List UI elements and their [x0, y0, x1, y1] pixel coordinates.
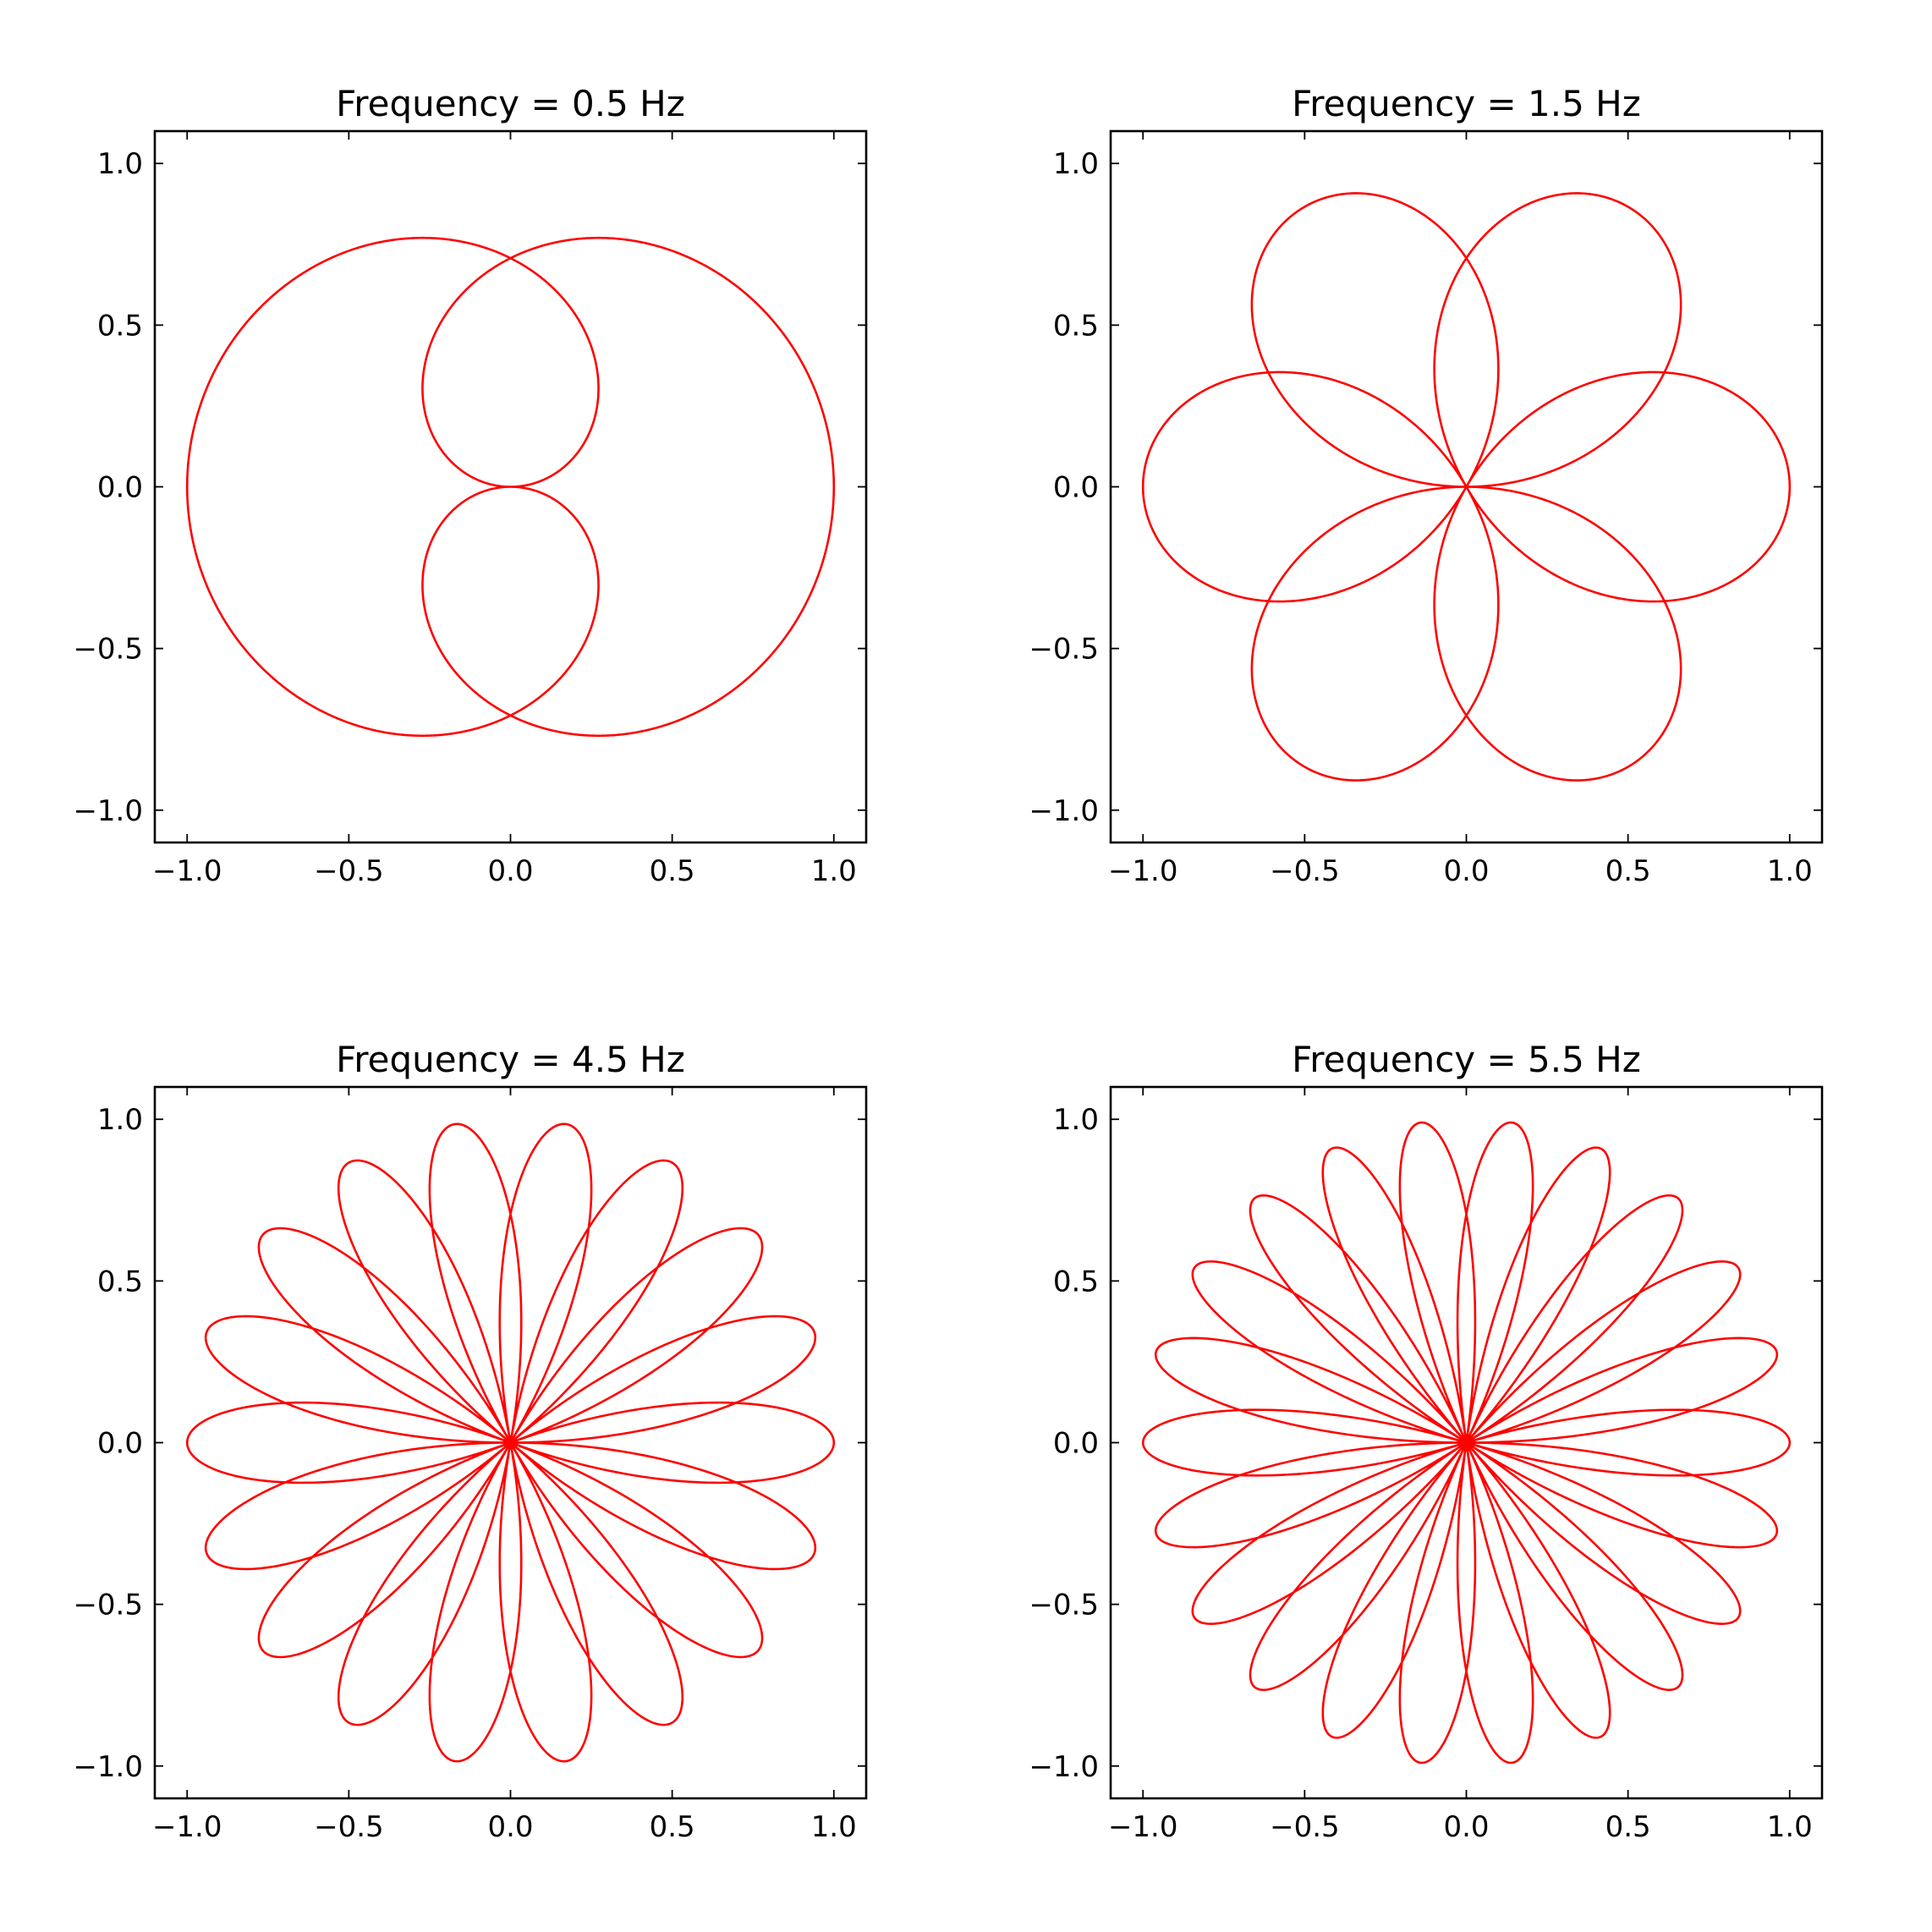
series-line	[1141, 1121, 1792, 1765]
y-tick-label: 1.0	[97, 1103, 143, 1137]
y-tick-label: −0.5	[73, 633, 143, 667]
series-line	[185, 1122, 836, 1763]
y-tick-label: 0.0	[1053, 471, 1099, 505]
x-tick-label: −1.0	[1108, 854, 1178, 888]
subplot-4: −1.0 −1.0 −0.5 −0.5 0.0 0.0 0.5 0.5 1.0 1.0 Freque…	[1029, 1039, 1824, 1844]
y-tick-label: −1.0	[1029, 1750, 1099, 1784]
y-tick-label: −0.5	[73, 1589, 143, 1622]
series-line	[185, 236, 836, 738]
x-tick-label: 0.0	[487, 1810, 533, 1844]
plot-title: Frequency = 1.5 Hz	[1292, 83, 1641, 124]
plot-title: Frequency = 0.5 Hz	[336, 83, 685, 124]
y-tick-label: 1.0	[1053, 1103, 1099, 1137]
x-tick-label: 1.0	[811, 1810, 857, 1844]
x-tick-label: −1.0	[152, 854, 222, 888]
subplot-3: −1.0 −1.0 −0.5 −0.5 0.0 0.0 0.5 0.5 1.0 1.0 Freque…	[73, 1039, 868, 1844]
y-tick-label: −1.0	[73, 794, 143, 828]
subplot-1: −1.0 −1.0 −0.5 −0.5 0.0 0.0 0.5 0.5 1.0 1.0 Freque…	[73, 83, 868, 888]
plot-title: Frequency = 4.5 Hz	[336, 1039, 685, 1080]
y-tick-label: 1.0	[97, 147, 143, 181]
plot-title: Frequency = 5.5 Hz	[1292, 1039, 1641, 1080]
x-tick-label: −0.5	[1270, 854, 1340, 888]
x-tick-label: −1.0	[152, 1810, 222, 1844]
x-tick-label: 0.0	[1443, 854, 1489, 888]
y-tick-label: 0.5	[1053, 1265, 1099, 1298]
y-tick-label: 0.0	[97, 1427, 143, 1461]
x-tick-label: −0.5	[314, 1810, 384, 1844]
y-tick-label: 0.5	[1053, 309, 1099, 343]
x-tick-label: 0.5	[1605, 1810, 1651, 1844]
x-tick-label: 1.0	[1767, 854, 1813, 888]
x-tick-label: 1.0	[1767, 1810, 1813, 1844]
x-tick-label: −1.0	[1108, 1810, 1178, 1844]
y-tick-label: 0.0	[97, 471, 143, 505]
series-line	[1141, 192, 1792, 782]
x-tick-label: 0.0	[487, 854, 533, 888]
y-tick-label: −1.0	[1029, 794, 1099, 828]
y-tick-label: 0.5	[97, 1265, 143, 1298]
x-tick-label: 1.0	[811, 854, 857, 888]
y-tick-label: −1.0	[73, 1750, 143, 1784]
subplot-2: −1.0 −1.0 −0.5 −0.5 0.0 0.0 0.5 0.5 1.0 1.0 Freque…	[1029, 83, 1824, 888]
y-tick-label: −0.5	[1029, 1589, 1099, 1622]
x-tick-label: 0.5	[1605, 854, 1651, 888]
x-tick-label: 0.0	[1443, 1810, 1489, 1844]
y-tick-label: −0.5	[1029, 633, 1099, 667]
y-tick-label: 0.0	[1053, 1427, 1099, 1461]
y-tick-label: 1.0	[1053, 147, 1099, 181]
x-tick-label: −0.5	[1270, 1810, 1340, 1844]
x-tick-label: −0.5	[314, 854, 384, 888]
y-tick-label: 0.5	[97, 309, 143, 343]
x-tick-label: 0.5	[650, 854, 695, 888]
x-tick-label: 0.5	[650, 1810, 695, 1844]
